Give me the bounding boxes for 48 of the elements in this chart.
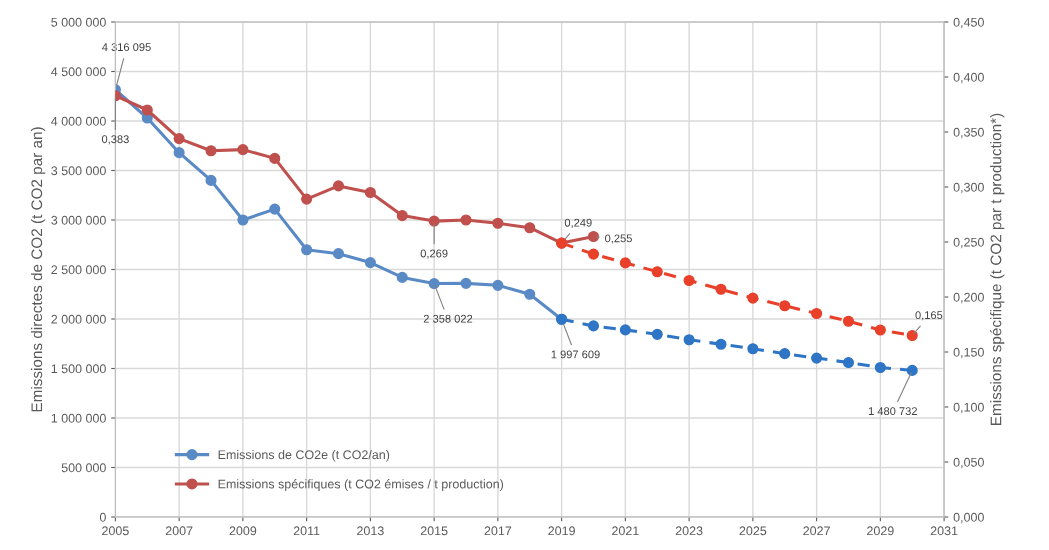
x-tick-label: 2019 xyxy=(548,526,575,536)
x-tick-label: 2023 xyxy=(675,526,703,536)
y-tick-label: 4 000 000 xyxy=(51,116,106,126)
y-tick-label: 1 000 000 xyxy=(51,413,106,423)
data-label: 1 997 609 xyxy=(551,350,600,359)
x-tick-label: 2007 xyxy=(165,526,193,536)
y-tick-label: 0 xyxy=(99,512,106,522)
data-label: 0,165 xyxy=(915,311,943,321)
y-tick-label: 5 000 000 xyxy=(51,17,106,27)
x-tick-label: 2017 xyxy=(484,526,512,536)
data-label: 0,249 xyxy=(564,218,592,228)
y2-tick-label: 0,250 xyxy=(953,237,984,249)
data-label: 4 316 095 xyxy=(102,43,151,52)
x-tick-label: 2015 xyxy=(420,526,448,536)
y-tick-label: 3 000 000 xyxy=(51,215,106,225)
y-tick-label: 500 000 xyxy=(61,463,106,473)
x-tick-label: 2025 xyxy=(739,526,767,536)
y2-tick-label: 0,050 xyxy=(953,457,984,469)
x-tick-label: 2031 xyxy=(930,526,958,536)
x-tick-label: 2013 xyxy=(357,526,384,536)
y2-tick-label: 0,200 xyxy=(953,292,984,304)
y2-tick-label: 0,450 xyxy=(953,17,984,29)
y-tick-label: 3 500 000 xyxy=(51,166,106,176)
y-tick-label: 4 500 000 xyxy=(51,67,106,77)
y-tick-label: 2 000 000 xyxy=(51,314,106,324)
legend-label: Emissions de CO2e (t CO2/an) xyxy=(218,449,390,462)
y-axis-title: Emissions directes de CO2 (t CO2 par an) xyxy=(30,127,46,412)
data-label: 1 480 732 xyxy=(868,407,917,416)
x-tick-label: 2021 xyxy=(612,526,639,536)
y2-tick-label: 0,350 xyxy=(953,127,984,139)
y2-axis-title: Emissions spécifique (t CO2 par t production*) xyxy=(989,113,1005,425)
data-label: 0,269 xyxy=(420,249,448,259)
y2-tick-label: 0,000 xyxy=(953,512,984,524)
data-label: 0,383 xyxy=(101,135,129,145)
y-tick-label: 2 500 000 xyxy=(51,265,106,275)
y2-tick-label: 0,400 xyxy=(953,72,984,84)
x-tick-label: 2029 xyxy=(867,526,894,536)
y-tick-label: 1 500 000 xyxy=(51,364,106,374)
y2-tick-label: 0,100 xyxy=(953,402,984,414)
y2-tick-label: 0,150 xyxy=(953,347,984,359)
x-tick-label: 2009 xyxy=(229,526,257,536)
x-tick-label: 2027 xyxy=(803,526,830,536)
data-label: 0,255 xyxy=(605,234,632,244)
y2-tick-label: 0,300 xyxy=(953,182,984,194)
legend-label: Emissions spécifiques (t CO2 émises / t production) xyxy=(218,479,504,491)
x-tick-label: 2011 xyxy=(293,526,320,536)
data-label: 2 358 022 xyxy=(423,314,473,323)
x-tick-label: 2005 xyxy=(102,526,129,536)
